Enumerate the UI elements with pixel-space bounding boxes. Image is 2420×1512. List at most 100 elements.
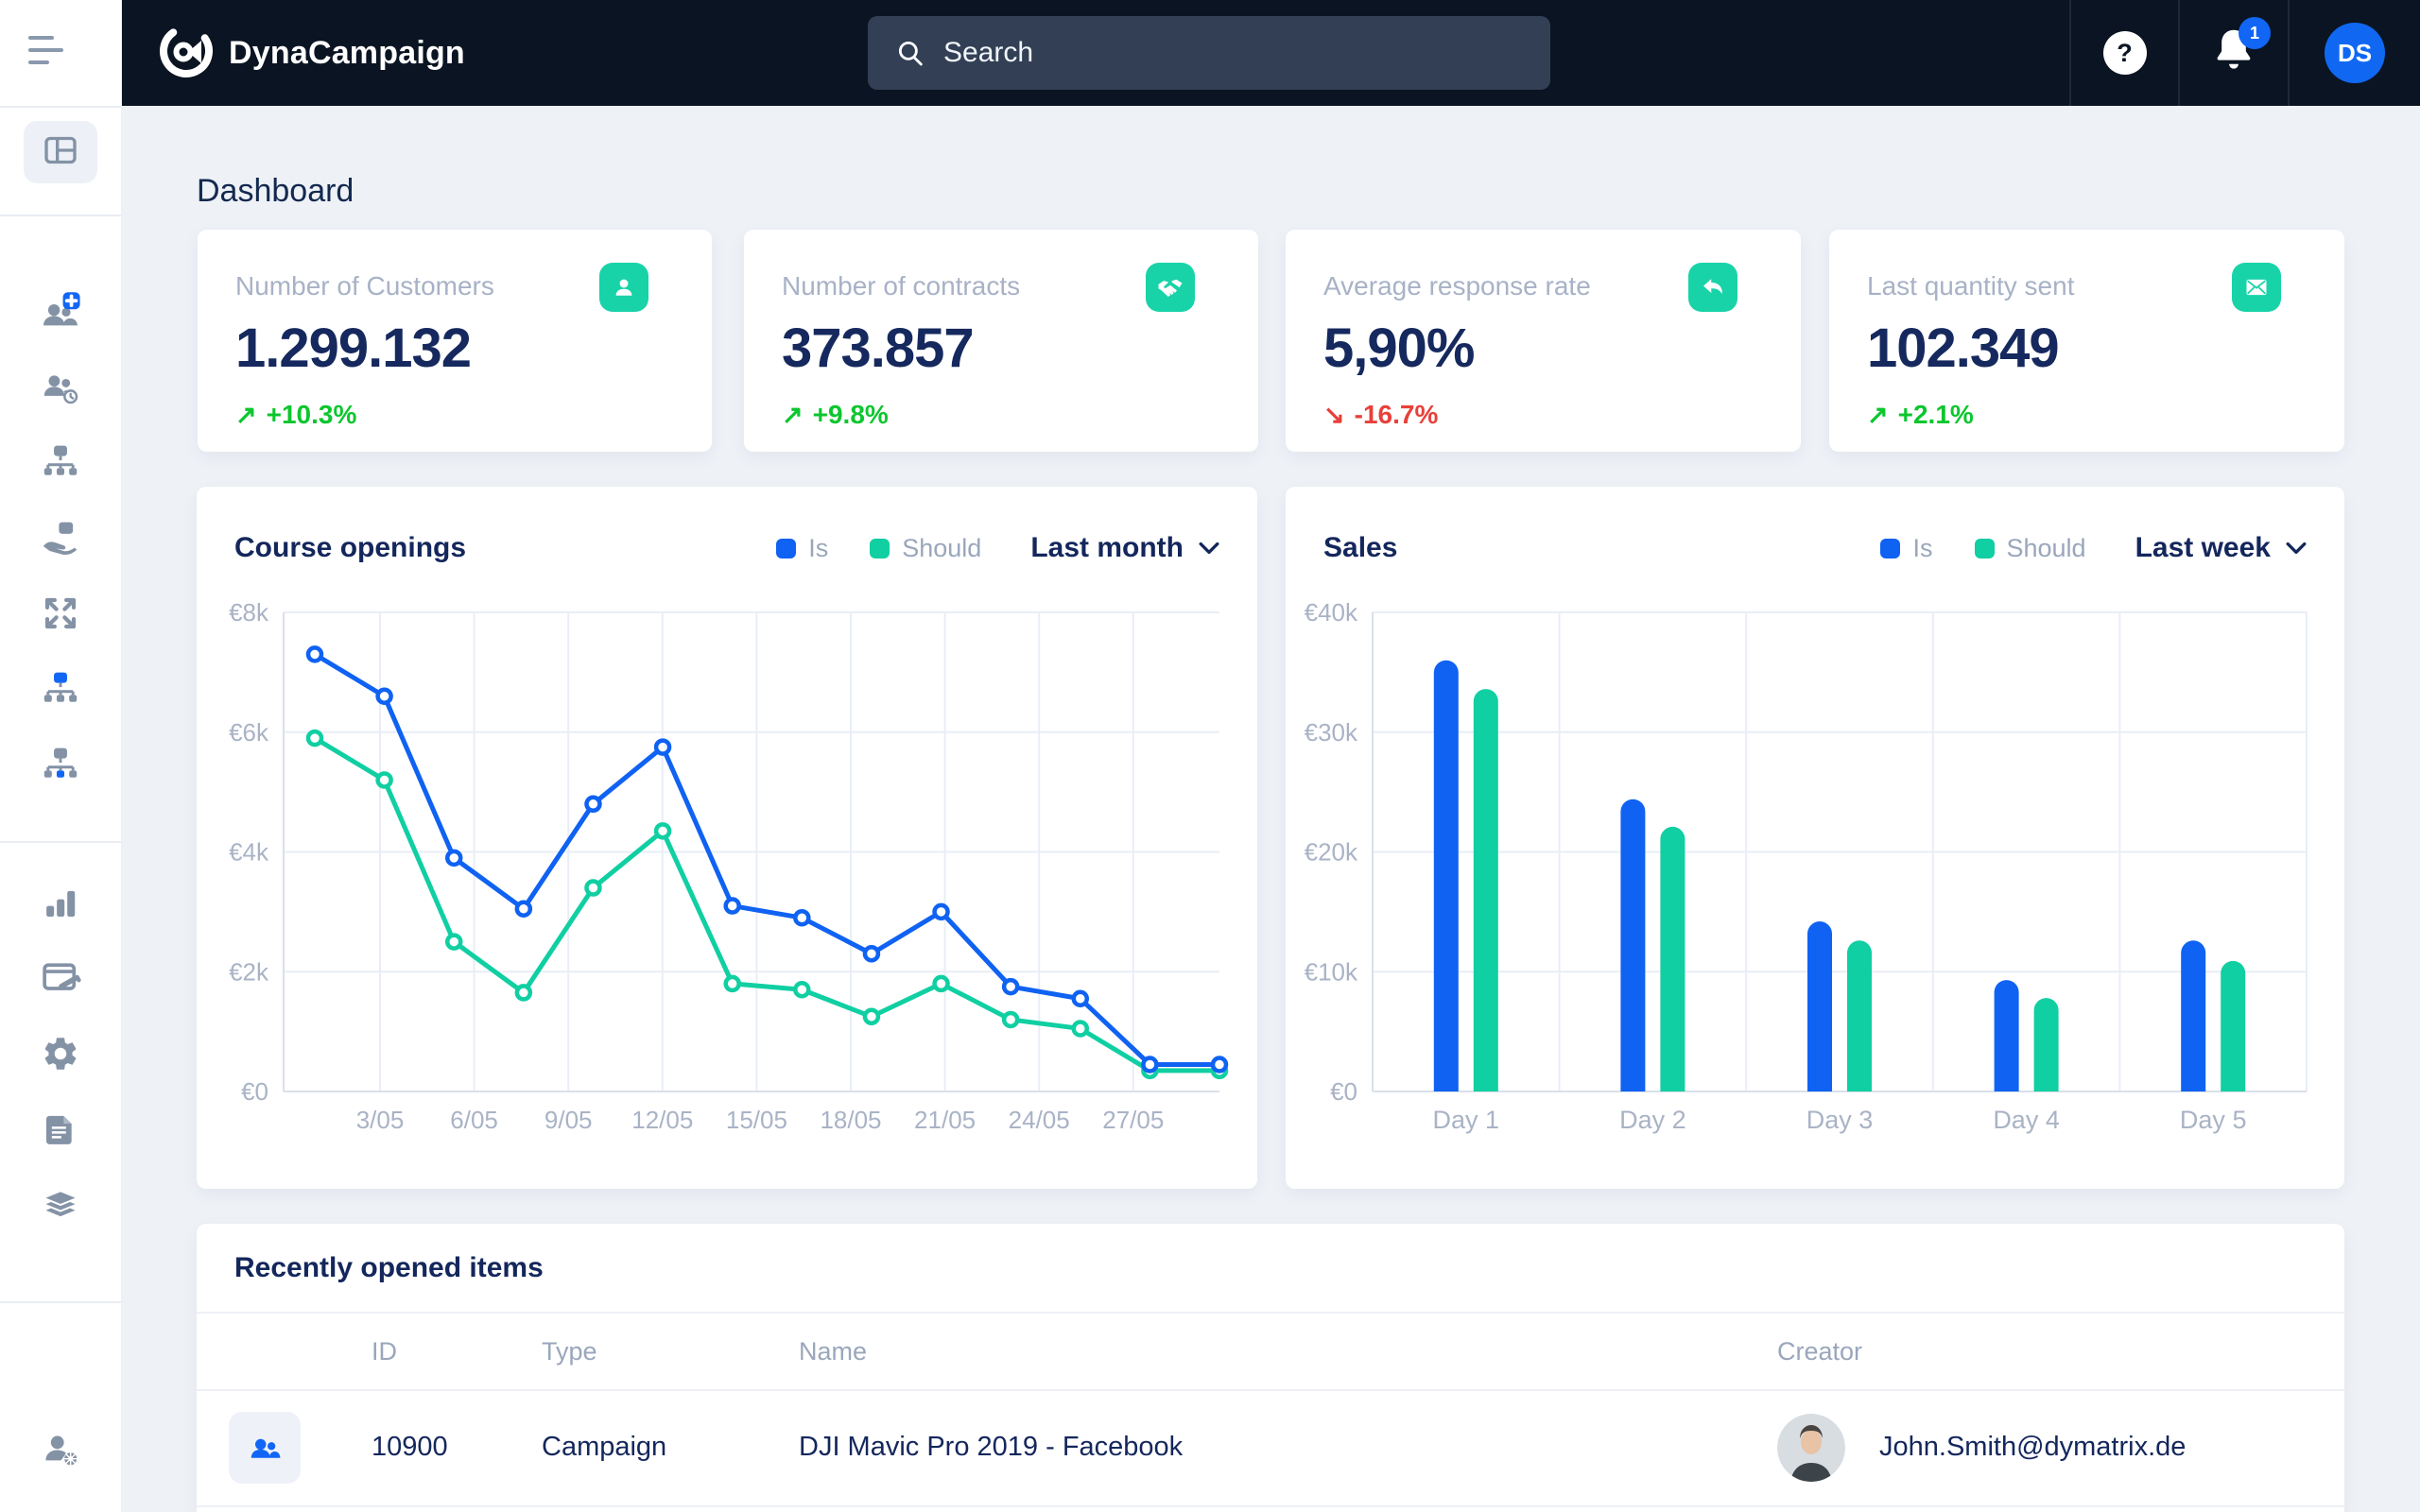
- svg-text:€20k: €20k: [1305, 838, 1358, 867]
- stat-card-response-rate: Average response rate 5,90% ↘ -16.7%: [1286, 230, 1801, 452]
- users-icon: [251, 1438, 281, 1458]
- column-name: Name: [799, 1336, 868, 1366]
- layers-icon: [39, 1183, 82, 1231]
- help-icon: ?: [2102, 31, 2147, 75]
- legend-should[interactable]: Should: [1974, 534, 2086, 563]
- sidebar-item-org-structure[interactable]: [0, 426, 121, 502]
- sidebar-item-add-customers[interactable]: [0, 275, 121, 351]
- topbar: DynaCampaign ? 1 DS: [121, 0, 2420, 106]
- row-id: 10900: [372, 1432, 448, 1462]
- search-bar[interactable]: [868, 16, 1550, 90]
- gear-icon: [41, 1034, 80, 1078]
- sidebar-divider: [0, 841, 121, 843]
- svg-text:24/05: 24/05: [1009, 1106, 1070, 1134]
- stat-card-quantity-sent: Last quantity sent 102.349 ↗ +2.1%: [1829, 230, 2344, 452]
- svg-text:€2k: €2k: [229, 957, 269, 986]
- svg-text:€40k: €40k: [1305, 598, 1358, 627]
- legend-should[interactable]: Should: [870, 534, 981, 563]
- stat-value: 5,90%: [1323, 318, 1475, 379]
- svg-text:18/05: 18/05: [820, 1106, 881, 1134]
- brand-name: DynaCampaign: [229, 34, 465, 71]
- sidebar-item-hierarchy-bottom-active[interactable]: [0, 729, 121, 804]
- recently-opened-card: Recently opened items ID Type Name Creat…: [197, 1224, 2344, 1512]
- hand-box-icon: [39, 516, 82, 564]
- svg-text:6/05: 6/05: [450, 1106, 498, 1134]
- envelope-icon: [2232, 263, 2281, 312]
- trend-up-icon: ↗: [235, 400, 257, 429]
- add-users-icon: [38, 288, 83, 338]
- dashboard-icon: [42, 131, 79, 174]
- svg-text:€6k: €6k: [229, 718, 269, 747]
- sidebar-item-settings[interactable]: [0, 1018, 121, 1093]
- sidebar-item-layers[interactable]: [0, 1169, 121, 1245]
- sidebar-item-user-admin[interactable]: [0, 1413, 121, 1488]
- sidebar-item-customer-history[interactable]: [0, 351, 121, 426]
- row-type: Campaign: [542, 1432, 667, 1462]
- sitemap-icon: [40, 441, 81, 488]
- user-icon: [599, 263, 648, 312]
- reply-icon: [1688, 263, 1737, 312]
- search-icon: [898, 41, 923, 66]
- table-title: Recently opened items: [234, 1251, 544, 1283]
- stat-value: 102.349: [1867, 318, 2060, 379]
- stat-label: Average response rate: [1323, 271, 1591, 301]
- sales-card: Sales Is Should Last week Day 1 Day 2 Day …: [1286, 487, 2344, 1189]
- document-icon: [42, 1110, 79, 1153]
- column-creator: Creator: [1777, 1336, 1863, 1366]
- stat-delta: ↘ -16.7%: [1323, 400, 1439, 429]
- range-dropdown[interactable]: Last month: [1030, 532, 1219, 564]
- stat-value: 373.857: [782, 318, 975, 379]
- notification-badge: 1: [2238, 17, 2271, 49]
- trend-up-icon: ↗: [782, 400, 804, 429]
- notifications-button[interactable]: 1: [2178, 0, 2288, 106]
- sidebar-item-hierarchy-top-active[interactable]: [0, 653, 121, 729]
- creator-avatar: [1777, 1413, 1845, 1482]
- chart-title: Sales: [1323, 532, 1398, 563]
- svg-text:9/05: 9/05: [544, 1106, 593, 1134]
- sales-chart: Day 1 Day 2 Day 3 Day 4 Day 5 €0 €10k €20k €30k €…: [1286, 595, 2344, 1186]
- sidebar-item-statistics[interactable]: [0, 868, 121, 943]
- expand-arrows-icon: [41, 593, 80, 638]
- svg-text:€4k: €4k: [229, 838, 269, 867]
- legend-swatch-blue: [776, 538, 797, 558]
- table-row[interactable]: 10900 Campaign DJI Mavic Pro 2019 - Face…: [197, 1389, 2344, 1507]
- column-type: Type: [542, 1336, 597, 1366]
- svg-text:21/05: 21/05: [914, 1106, 976, 1134]
- dynacampaign-logo-icon: [159, 24, 214, 83]
- bar-chart-icon: [41, 884, 80, 928]
- search-input[interactable]: [926, 37, 1550, 69]
- menu-toggle-icon[interactable]: [28, 36, 70, 73]
- legend-swatch-teal: [870, 538, 890, 558]
- topbar-actions: ? 1 DS: [2069, 0, 2420, 106]
- range-dropdown[interactable]: Last week: [2135, 532, 2307, 564]
- sidebar-item-hand-over[interactable]: [0, 502, 121, 577]
- help-button[interactable]: ?: [2069, 0, 2178, 106]
- edit-window-icon: [40, 957, 81, 1004]
- legend-is[interactable]: Is: [776, 534, 828, 563]
- chart-title: Course openings: [234, 532, 467, 563]
- stat-label: Last quantity sent: [1867, 271, 2075, 301]
- trend-up-icon: ↗: [1867, 400, 1889, 429]
- svg-text:12/05: 12/05: [631, 1106, 693, 1134]
- svg-text:Day 2: Day 2: [1619, 1106, 1686, 1134]
- legend-is[interactable]: Is: [1880, 534, 1933, 563]
- svg-text:15/05: 15/05: [726, 1106, 787, 1134]
- legend-swatch-teal: [1974, 538, 1995, 558]
- chevron-down-icon: [2286, 541, 2307, 555]
- row-name: DJI Mavic Pro 2019 - Facebook: [799, 1432, 1184, 1462]
- stat-card-customers: Number of Customers 1.299.132 ↗ +10.3%: [198, 230, 712, 452]
- table-header: ID Type Name Creator: [197, 1312, 2344, 1391]
- svg-text:3/05: 3/05: [356, 1106, 405, 1134]
- sidebar-item-notes[interactable]: [0, 942, 121, 1018]
- course-openings-card: Course openings Is Should Last month 3/0…: [197, 487, 1257, 1189]
- chevron-down-icon: [1199, 541, 1219, 555]
- sidebar-divider: [0, 215, 121, 216]
- stat-label: Number of contracts: [782, 271, 1021, 301]
- sidebar-item-documents[interactable]: [0, 1093, 121, 1169]
- handshake-icon: [1146, 263, 1195, 312]
- stat-label: Number of Customers: [235, 271, 494, 301]
- user-menu[interactable]: DS: [2288, 0, 2420, 106]
- sidebar-item-expand[interactable]: [0, 577, 121, 653]
- sidebar-item-dashboard[interactable]: [24, 121, 97, 183]
